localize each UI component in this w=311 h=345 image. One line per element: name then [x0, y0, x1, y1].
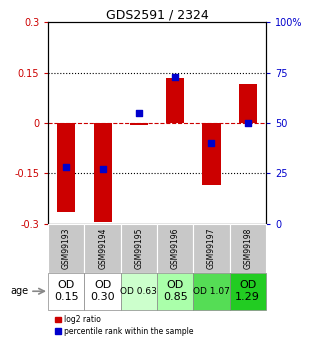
Point — [245, 120, 250, 126]
Text: GSM99198: GSM99198 — [243, 227, 252, 269]
Text: OD 0.63: OD 0.63 — [120, 287, 157, 296]
Bar — [94, 123, 112, 222]
Bar — [202, 123, 220, 185]
Text: OD
0.85: OD 0.85 — [163, 280, 188, 302]
Point — [137, 110, 142, 116]
FancyBboxPatch shape — [193, 273, 230, 310]
Text: GSM99194: GSM99194 — [98, 227, 107, 269]
Point — [173, 74, 178, 79]
FancyBboxPatch shape — [85, 273, 121, 310]
Text: GSM99195: GSM99195 — [134, 227, 143, 269]
FancyBboxPatch shape — [121, 273, 157, 310]
Title: GDS2591 / 2324: GDS2591 / 2324 — [106, 8, 208, 21]
FancyBboxPatch shape — [193, 224, 230, 273]
Point — [64, 165, 69, 170]
Text: OD
1.29: OD 1.29 — [235, 280, 260, 302]
Bar — [57, 123, 75, 212]
Text: age: age — [10, 286, 28, 296]
Point — [209, 140, 214, 146]
Text: GSM99193: GSM99193 — [62, 227, 71, 269]
FancyBboxPatch shape — [157, 224, 193, 273]
FancyBboxPatch shape — [121, 224, 157, 273]
FancyBboxPatch shape — [48, 224, 85, 273]
FancyBboxPatch shape — [85, 224, 121, 273]
Text: GSM99197: GSM99197 — [207, 227, 216, 269]
Bar — [166, 78, 184, 123]
FancyBboxPatch shape — [157, 273, 193, 310]
Legend: log2 ratio, percentile rank within the sample: log2 ratio, percentile rank within the s… — [52, 312, 197, 338]
Text: OD
0.30: OD 0.30 — [90, 280, 115, 302]
FancyBboxPatch shape — [48, 273, 85, 310]
Bar — [239, 85, 257, 123]
Text: GSM99196: GSM99196 — [171, 227, 180, 269]
Bar — [130, 123, 148, 125]
Point — [100, 167, 105, 172]
Text: OD 1.07: OD 1.07 — [193, 287, 230, 296]
FancyBboxPatch shape — [230, 224, 266, 273]
FancyBboxPatch shape — [230, 273, 266, 310]
Text: OD
0.15: OD 0.15 — [54, 280, 79, 302]
